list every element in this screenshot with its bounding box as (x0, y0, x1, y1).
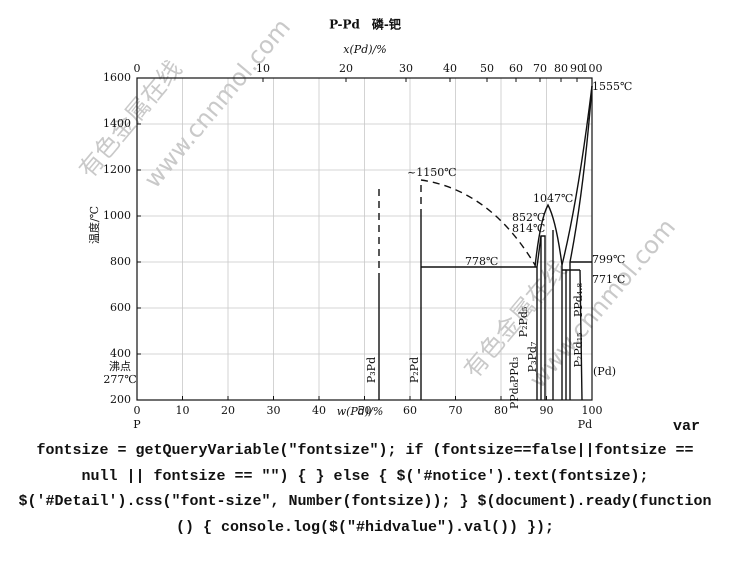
phase-label: P₂Pd₅ (517, 307, 530, 338)
phase-label: P₃Pd₇ (526, 341, 539, 372)
temperature-label: 1555℃ (592, 80, 632, 93)
x-tick-label: 30 (267, 404, 281, 417)
top-tick-label: 20 (339, 62, 353, 75)
code-line: var (672, 418, 700, 435)
phase-label: PPd₄.₈ (572, 282, 585, 317)
x-tick-label: 90 (540, 404, 554, 417)
phase-label: P₂Pd₁₅ (572, 332, 585, 367)
phase-label: (Pd) (593, 365, 616, 378)
y-tick-label: 1600 (103, 71, 131, 84)
y-tick-label: 1200 (103, 163, 131, 176)
y-tick-label: 400 (110, 347, 131, 360)
x-tick-label: 40 (312, 404, 326, 417)
y-tick-label: 1000 (103, 209, 131, 222)
boiling-label: 沸点 (109, 360, 131, 373)
phase-lines (378, 85, 593, 401)
top-tick-label: 30 (399, 62, 413, 75)
title: P-Pd 磷-钯 (329, 17, 401, 32)
x-tick-label: 100 (582, 404, 603, 417)
temperature-label: 771℃ (592, 273, 625, 286)
liquidus (534, 203, 563, 268)
phase-label: PPd₆ (508, 382, 521, 409)
top-tick-label: 10 (256, 62, 270, 75)
x-tick-label: 10 (176, 404, 190, 417)
watermark-text: www.cnnmol.com (139, 13, 296, 193)
top-tick-label: 100 (582, 62, 603, 75)
top-tick-label: 0 (134, 62, 141, 75)
y-tick-label: 600 (110, 301, 131, 314)
x-tick-label: 60 (403, 404, 417, 417)
boiling-value: 277℃ (103, 373, 136, 386)
top-tick-label: 90 (570, 62, 584, 75)
phase-label: P₃Pd (365, 357, 378, 383)
temperature-label: 852℃ (512, 211, 545, 224)
top-tick-label: 40 (443, 62, 457, 75)
solvus (579, 269, 583, 401)
axis-end-label: Pd (578, 418, 592, 431)
top-tick-label: 70 (533, 62, 547, 75)
code-line: () { console.log($("#hidvalue").val()) }… (175, 519, 555, 536)
y-tick-label: 1400 (103, 117, 131, 130)
bottom-axis-label: w(Pd)/% (337, 405, 384, 418)
temperature-label: 1047℃ (533, 192, 573, 205)
left-axis-label: 温度/℃ (87, 206, 101, 244)
x-tick-label: 50 (358, 404, 372, 417)
x-tick-label: 0 (134, 404, 141, 417)
code-line: fontsize = getQueryVariable("fontsize");… (36, 442, 694, 459)
temperature-label: 814℃ (512, 222, 545, 235)
top-tick-label: 80 (554, 62, 568, 75)
top-tick-label: 50 (480, 62, 494, 75)
phase-label: PPd₃ (508, 357, 521, 383)
code-line: $('#Detail').css("font-size", Number(fon… (18, 493, 712, 510)
phase-diagram: 有色金属在线 www.cnnmol.com 有色金属在线 www.cnnmol.… (74, 13, 681, 431)
top-tick-label: 60 (509, 62, 523, 75)
y-tick-label: 800 (110, 255, 131, 268)
temperature-label: 799℃ (592, 253, 625, 266)
phase-label: P₂Pd (408, 357, 421, 383)
peritectic (536, 235, 546, 268)
temperature-label: 778℃ (465, 255, 498, 268)
axis-end-label: P (133, 418, 141, 431)
x-tick-label: 80 (494, 404, 508, 417)
solidus (569, 85, 593, 263)
temperature-label: ~1150℃ (407, 166, 457, 179)
liquidus (420, 179, 536, 266)
x-tick-label: 20 (221, 404, 235, 417)
y-tick-label: 200 (110, 393, 131, 406)
liquidus (561, 85, 593, 266)
top-axis-label: x(Pd)/% (343, 43, 386, 56)
x-tick-label: 70 (449, 404, 463, 417)
code-line: null || fontsize == "") { } else { $('#n… (81, 468, 649, 485)
